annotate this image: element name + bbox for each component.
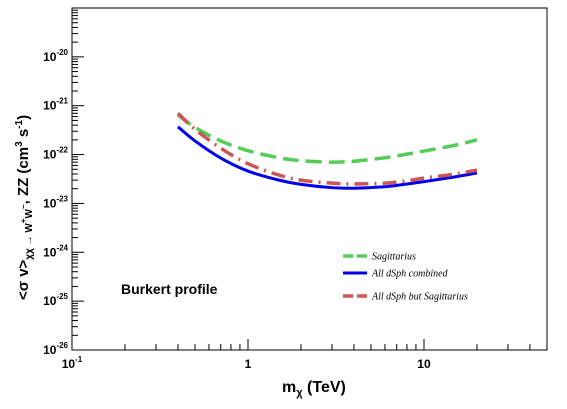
legend-label-2: All dSph but Sagittarius (371, 292, 468, 303)
y-tick-label: 10-20 (43, 48, 68, 64)
series-line-0 (176, 113, 478, 164)
y-axis-title-w2: W (24, 209, 35, 219)
legend: Sagittarius All dSph combined All dSph but… (343, 252, 468, 303)
y-axis-title-close: ) (15, 115, 32, 120)
y-axis-title-open: <σ v> (15, 259, 32, 300)
y-axis-title-rest: , ZZ (cm (15, 147, 32, 205)
x-axis-title-unit: (TeV) (303, 379, 346, 396)
legend-label-1: All dSph combined (371, 269, 449, 280)
x-axis-title: mχ (TeV) (282, 379, 346, 399)
y-axis-title-wsup2: − (19, 204, 28, 209)
y-tick-labels: 10-26 10-25 10-24 10-23 10-22 10-21 10-20 (43, 48, 68, 357)
y-tick-label: 10-21 (43, 97, 68, 113)
x-axis-title-sub: χ (296, 387, 303, 399)
x-tick-label: 10-1 (62, 355, 83, 371)
y-tick-label: 10-24 (43, 243, 68, 259)
y-axis-title-s-exp: -1 (14, 119, 25, 128)
y-axis-title-wsup1: + (19, 218, 28, 223)
y-tick-label: 10-25 (43, 292, 68, 308)
y-axis-title-sub: χχ → W (24, 223, 35, 260)
plot-frame (71, 7, 548, 351)
y-axis-title-cm-exp: 3 (14, 141, 25, 147)
profile-annotation: Burkert profile (121, 281, 218, 297)
y-tick-label: 10-26 (43, 341, 68, 357)
y-axis-title-s: s (15, 129, 32, 142)
curves (176, 112, 478, 190)
x-tick-labels: 10-1 1 10 (62, 355, 431, 371)
y-axis-title: <σ v>χχ → W+W−, ZZ (cm3 s-1) (14, 115, 35, 300)
x-axis-title-main: m (282, 379, 296, 396)
x-tick-label: 10 (417, 357, 431, 371)
y-tick-label: 10-22 (43, 146, 68, 162)
x-tick-label: 1 (245, 357, 252, 371)
series-line-1 (176, 125, 478, 190)
minor-ticks (72, 9, 531, 350)
major-ticks (71, 56, 425, 351)
series-line-2 (176, 112, 478, 186)
legend-label-0: Sagittarius (372, 252, 416, 263)
y-tick-label: 10-23 (43, 194, 68, 210)
